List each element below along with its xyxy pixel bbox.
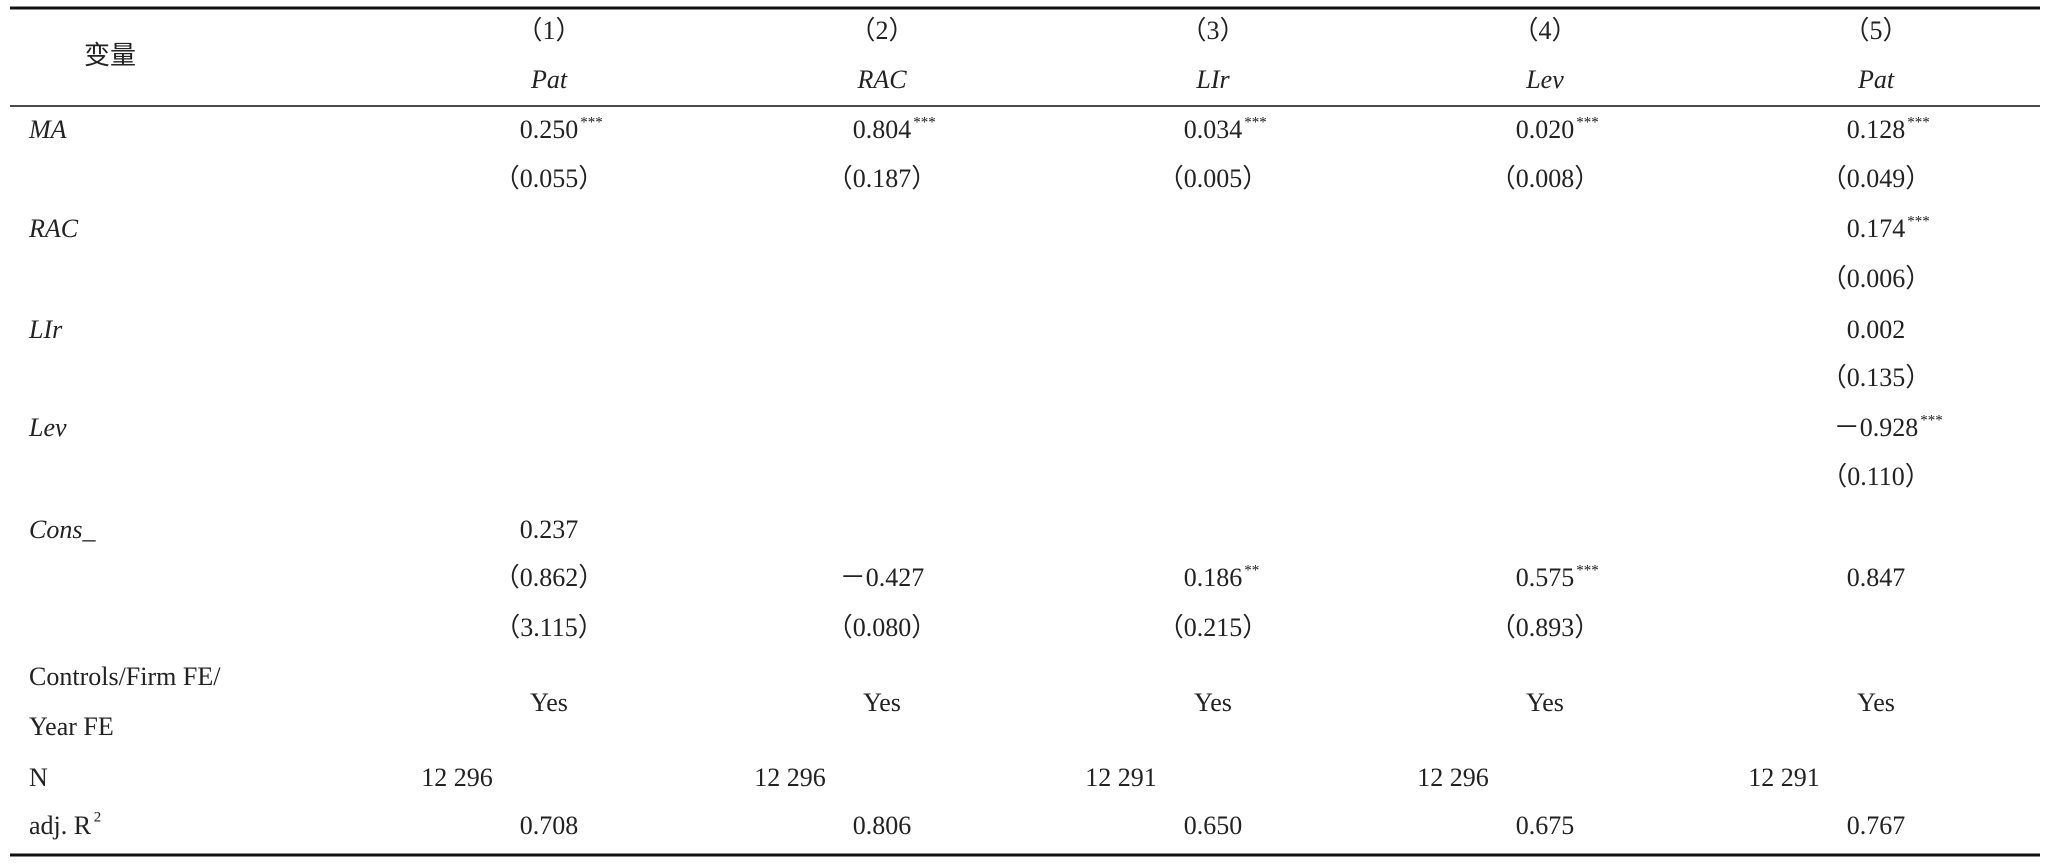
- cell-value: （0.187）: [827, 164, 938, 193]
- row-label: LIr: [28, 315, 63, 344]
- significance-stars: ***: [580, 114, 603, 130]
- cell-value: （0.110）: [1821, 462, 1931, 491]
- significance-stars: ***: [1244, 114, 1267, 130]
- cell-value: （3.115）: [494, 613, 604, 642]
- cell-value: （0.135）: [1821, 363, 1932, 392]
- cell-value: －0.928: [1834, 413, 1919, 442]
- cell-value: －0.427: [840, 563, 925, 592]
- cell-value: 0.174: [1847, 214, 1906, 243]
- column-number: （1）: [516, 16, 581, 45]
- dependent-variable: Lev: [1525, 65, 1564, 94]
- dependent-variable: RAC: [856, 65, 907, 94]
- cell-value: 0.250: [520, 115, 579, 144]
- cell-value: 0.575: [1516, 563, 1575, 592]
- significance-stars: ***: [913, 114, 936, 130]
- cell-value: （0.005）: [1158, 164, 1269, 193]
- cell-value: 12 296: [1417, 763, 1489, 792]
- cell-value: （0.008）: [1490, 164, 1601, 193]
- row-label: Cons_: [29, 515, 96, 544]
- cell-value: （0.215）: [1158, 613, 1269, 642]
- dependent-variable: LIr: [1195, 65, 1230, 94]
- column-number: （2）: [849, 16, 914, 45]
- dependent-variable: Pat: [530, 65, 568, 94]
- significance-stars: ***: [1576, 562, 1599, 578]
- cell-value: 0.675: [1516, 811, 1575, 840]
- significance-stars: ***: [1907, 114, 1930, 130]
- cell-value: 0.767: [1847, 811, 1906, 840]
- header-label: 变量: [84, 41, 136, 70]
- row-label: Year FE: [29, 712, 114, 741]
- cell-value: （0.049）: [1821, 164, 1932, 193]
- cell-value: 0.034: [1184, 115, 1243, 144]
- cell-value: 0.002: [1847, 315, 1906, 344]
- cell-value: 12 291: [1085, 763, 1157, 792]
- row-label-superscript: 2: [94, 809, 102, 825]
- cell-value: 12 296: [754, 763, 826, 792]
- cell-value: （0.893）: [1490, 613, 1601, 642]
- column-number: （5）: [1843, 16, 1908, 45]
- cell-value: 12 296: [421, 763, 493, 792]
- row-label: MA: [28, 115, 67, 144]
- cell-value: （0.006）: [1821, 264, 1932, 293]
- significance-stars: ***: [1920, 412, 1943, 428]
- cell-value: Yes: [1526, 688, 1564, 717]
- cell-value: 0.237: [520, 515, 579, 544]
- cell-value: Yes: [530, 688, 568, 717]
- cell-value: 0.020: [1516, 115, 1575, 144]
- dependent-variable: Pat: [1857, 65, 1895, 94]
- cell-value: （0.862）: [494, 563, 605, 592]
- cell-value: （0.080）: [827, 613, 938, 642]
- row-label: Controls/Firm FE/: [29, 662, 221, 691]
- cell-value: （0.055）: [494, 164, 605, 193]
- row-label: Lev: [28, 413, 67, 442]
- significance-stars: ***: [1576, 114, 1599, 130]
- cell-value: 0.804: [853, 115, 912, 144]
- row-label: N: [29, 763, 48, 792]
- cell-value: 0.128: [1847, 115, 1906, 144]
- cell-value: 0.708: [520, 811, 579, 840]
- column-number: （4）: [1512, 16, 1577, 45]
- cell-value: 0.806: [853, 811, 912, 840]
- significance-stars: ***: [1907, 213, 1930, 229]
- significance-stars: **: [1244, 562, 1259, 578]
- cell-value: Yes: [1194, 688, 1232, 717]
- cell-value: 0.186: [1184, 563, 1243, 592]
- cell-value: 12 291: [1748, 763, 1820, 792]
- row-label: RAC: [28, 214, 79, 243]
- row-label: adj. R: [29, 811, 92, 840]
- cell-value: 0.847: [1847, 563, 1906, 592]
- cell-value: 0.650: [1184, 811, 1243, 840]
- cell-value: Yes: [1857, 688, 1895, 717]
- cell-value: Yes: [863, 688, 901, 717]
- column-number: （3）: [1180, 16, 1245, 45]
